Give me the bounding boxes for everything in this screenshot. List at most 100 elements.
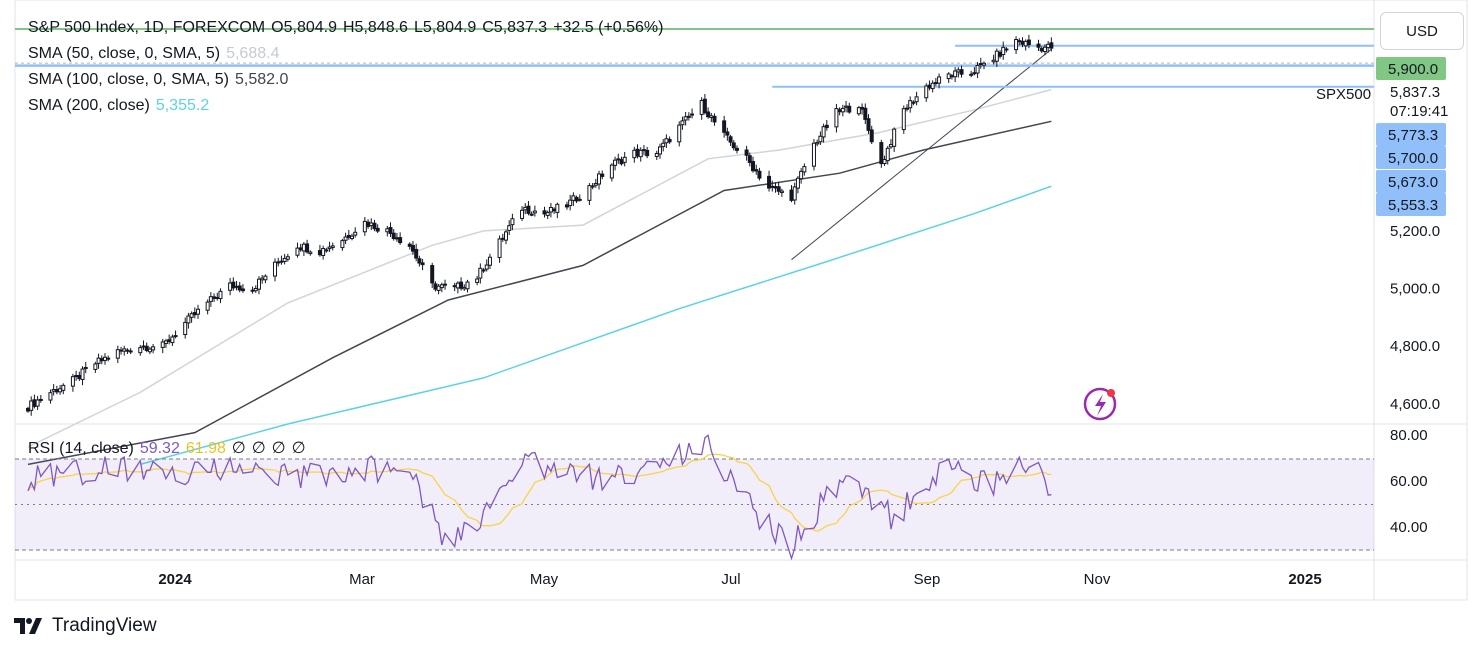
candle-down: [391, 232, 396, 240]
candle-down: [407, 243, 412, 247]
time-tick: 2024: [158, 571, 192, 588]
candle-up: [510, 218, 515, 226]
candle-down: [317, 250, 322, 256]
candle-up: [856, 107, 861, 115]
candle-up: [186, 315, 191, 324]
candle-up: [484, 264, 489, 270]
candle-up: [834, 108, 839, 128]
candle-up: [228, 282, 233, 291]
candle-up: [686, 115, 691, 118]
candle-down: [949, 75, 954, 78]
candle-down: [54, 389, 59, 393]
candle-down: [754, 169, 759, 172]
candle-up: [234, 285, 239, 288]
candle-down: [417, 258, 422, 264]
candle-up: [478, 267, 483, 279]
candle-up: [930, 82, 935, 90]
candle-up: [497, 238, 502, 258]
candle-down: [141, 345, 146, 348]
candle-down: [1017, 40, 1022, 43]
candle-up: [183, 321, 188, 336]
candle-up: [125, 349, 130, 352]
candle-down: [734, 147, 739, 151]
candle-down: [600, 173, 605, 177]
candle-down: [667, 138, 672, 143]
candle-down: [83, 366, 88, 369]
currency-button[interactable]: USD: [1380, 12, 1464, 50]
candle-down: [192, 312, 197, 316]
candle-up: [844, 105, 849, 108]
candle-up: [253, 288, 258, 292]
candle-up: [350, 235, 355, 239]
candle-down: [26, 407, 30, 412]
candle-down: [375, 227, 380, 232]
countdown-label: 07:19:41: [1390, 103, 1448, 120]
candle-up: [260, 277, 265, 281]
candle-up: [340, 240, 345, 249]
high-value: 5,848.6: [354, 19, 408, 36]
time-tick: 2025: [1288, 571, 1321, 588]
chart-frame: [14, 0, 1468, 601]
candle-up: [282, 257, 287, 262]
candle-up: [661, 142, 666, 148]
candle-up: [597, 173, 602, 185]
price-badge: [1376, 123, 1446, 146]
candle-up: [1046, 43, 1051, 49]
candle-up: [792, 186, 797, 201]
candle-up: [613, 159, 618, 166]
candle-down: [1036, 43, 1041, 48]
candle-up: [616, 158, 621, 161]
candle-up: [147, 348, 152, 353]
candle-down: [410, 245, 415, 252]
candle-up: [48, 392, 53, 401]
candle-down: [1020, 40, 1025, 45]
symbol-legend: S&P 500 Index, 1D, FOREXCOM O5,804.9 H5,84…: [28, 19, 664, 36]
candle-down: [728, 136, 733, 143]
price-badge: [1376, 57, 1446, 80]
candle-up: [699, 100, 704, 115]
candle-up: [218, 290, 223, 300]
candle-up: [343, 236, 348, 241]
price-badge: [1376, 193, 1446, 216]
candle-down: [866, 118, 871, 131]
candle-up: [385, 228, 390, 233]
candle-down: [414, 248, 419, 259]
candle-down: [1049, 42, 1054, 49]
candle-up: [802, 166, 807, 173]
candle-up: [250, 289, 255, 292]
candle-up: [978, 63, 983, 66]
rsi-legend[interactable]: RSI (14, close) 59.32 61.98 ∅ ∅ ∅ ∅: [28, 440, 306, 457]
candle-up: [330, 245, 335, 248]
time-tick: Nov: [1084, 571, 1111, 588]
candle-up: [924, 85, 929, 99]
price-badge: [1376, 170, 1446, 193]
rsi-tick: 60.00: [1390, 473, 1428, 490]
sma100-legend[interactable]: SMA (100, close, 0, SMA, 5) 5,582.0: [28, 71, 289, 88]
candle-up: [295, 247, 300, 256]
candle-up: [263, 275, 268, 281]
candle-down: [481, 269, 486, 272]
candle-up: [888, 144, 893, 148]
candle-up: [795, 177, 800, 189]
candle-down: [747, 155, 752, 163]
sma50-legend[interactable]: SMA (50, close, 0, SMA, 5) 5,688.4: [28, 45, 280, 62]
candle-down: [731, 142, 736, 149]
candle-up: [1014, 39, 1019, 51]
tradingview-logo[interactable]: TradingView: [14, 615, 157, 637]
candle-up: [709, 115, 714, 119]
candle-up: [80, 368, 85, 380]
price-tick: 5,200.0: [1390, 223, 1440, 240]
candle-up: [208, 296, 213, 302]
candle-up: [901, 108, 906, 131]
sma200-legend[interactable]: SMA (200, close) 5,355.2: [28, 97, 210, 114]
candle-up: [256, 278, 261, 290]
candle-up: [994, 50, 999, 62]
candle-up: [590, 185, 595, 188]
trendline: [791, 48, 1052, 261]
candle-up: [503, 231, 508, 241]
time-tick: Mar: [349, 571, 375, 588]
sma50-line: [27, 88, 1052, 448]
brand-name: TradingView: [52, 615, 157, 636]
change-value: +32.5 (+0.56%): [553, 19, 664, 36]
